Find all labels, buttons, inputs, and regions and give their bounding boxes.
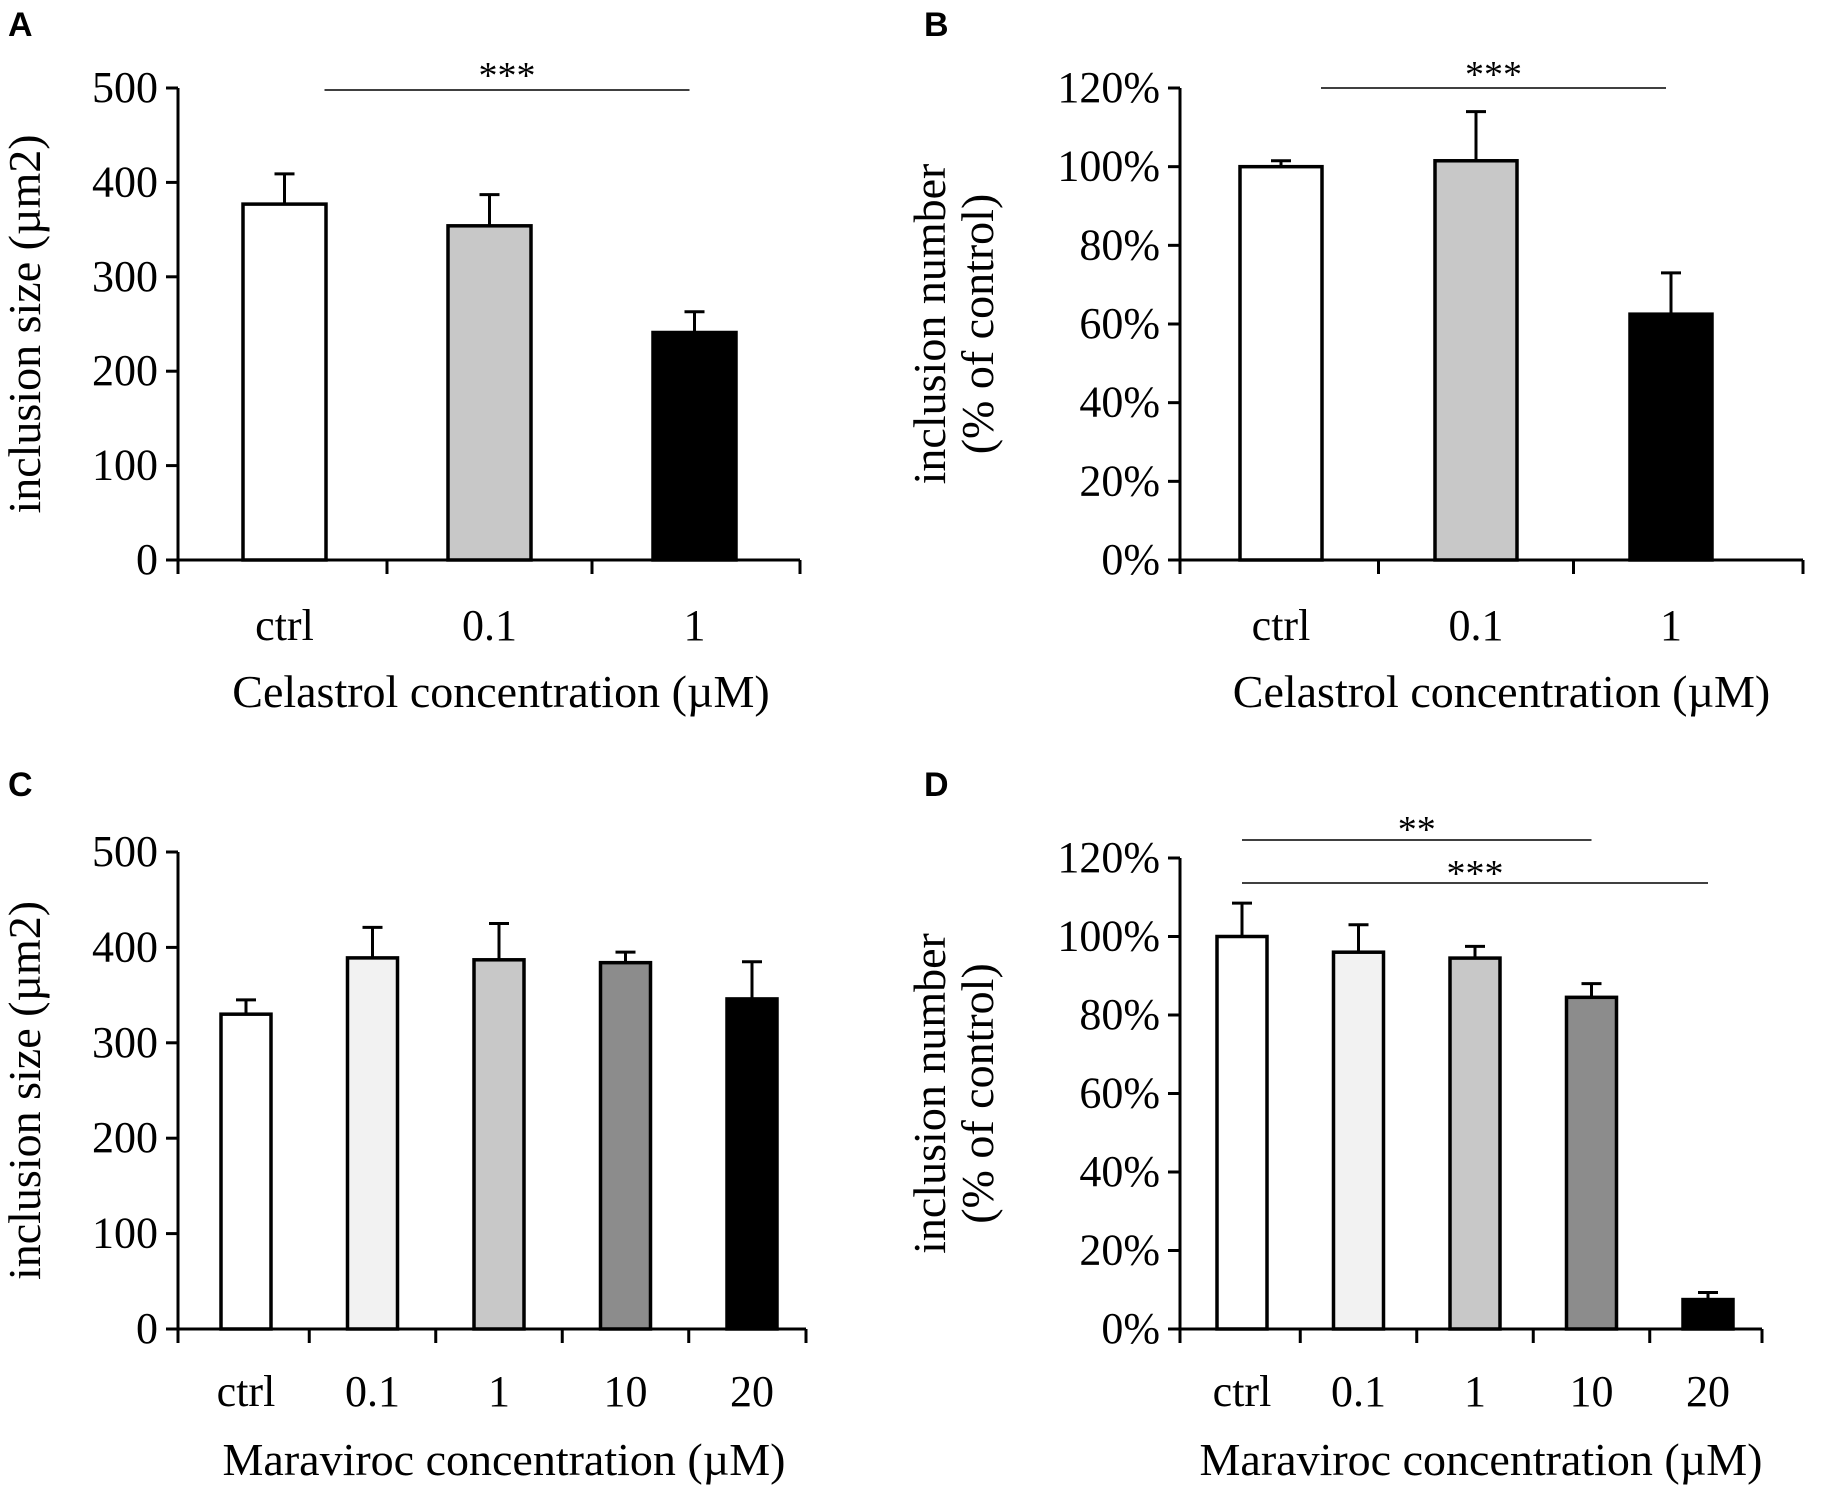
- y-axis-title: inclusion size (µm2): [0, 901, 50, 1280]
- x-tick-label: 1: [1660, 601, 1682, 650]
- y-tick-label: 0: [136, 535, 158, 584]
- bar-0_1: [446, 224, 533, 562]
- bar-ctrl: [1238, 164, 1324, 562]
- x-axis-title: Maraviroc concentration (µM): [1200, 1434, 1763, 1485]
- x-tick-label: 0.1: [1449, 601, 1504, 650]
- y-tick-label: 300: [92, 252, 158, 301]
- bar-0_1: [1331, 950, 1386, 1331]
- y-tick-label: 500: [92, 827, 158, 876]
- bar-20: [725, 997, 779, 1331]
- significance-stars: ***: [1447, 853, 1504, 895]
- x-tick-label: 10: [604, 1367, 648, 1416]
- y-tick-label: 300: [92, 1018, 158, 1067]
- bar-ctrl: [219, 1012, 273, 1331]
- x-tick-label: 20: [1686, 1367, 1730, 1416]
- x-tick-label: ctrl: [255, 601, 314, 650]
- y-tick-label: 60%: [1079, 1069, 1160, 1118]
- y-tick-label: 100: [92, 1209, 158, 1258]
- x-tick-label: 1: [1464, 1367, 1486, 1416]
- y-tick-label: 60%: [1079, 299, 1160, 348]
- y-tick-label: 100%: [1057, 142, 1160, 191]
- bar-ctrl: [241, 202, 328, 562]
- panel-d: D 0% 20% 40% 60% 80% 100% 120% ctrl 0.1 1 10 20 Marav…: [904, 766, 1764, 1485]
- x-tick-label: 1: [488, 1367, 510, 1416]
- panel-letter: B: [924, 6, 949, 44]
- x-tick-label: 20: [730, 1367, 774, 1416]
- bar-1: [651, 330, 738, 562]
- panel-letter: A: [8, 6, 33, 44]
- x-axis-title: Celastrol concentration (µM): [1233, 666, 1770, 717]
- y-tick-label: 20%: [1079, 1226, 1160, 1275]
- panel-b: B 0% 20% 40% 60% 80% 100% 120% ctrl 0.1 1 Celastrol…: [904, 6, 1805, 717]
- y-axis-title: inclusion size (µm2): [0, 134, 50, 513]
- y-tick-label: 40%: [1079, 378, 1160, 427]
- bar-10: [1564, 995, 1619, 1331]
- y-tick-label: 0%: [1101, 1304, 1160, 1353]
- y-tick-label: 0: [136, 1304, 158, 1353]
- x-tick-label: ctrl: [1213, 1367, 1272, 1416]
- x-tick-label: 1: [684, 601, 706, 650]
- y-tick-label: 120%: [1057, 833, 1160, 882]
- bar-0_1: [345, 956, 400, 1331]
- significance-stars: ***: [479, 55, 536, 97]
- y-tick-label: 200: [92, 346, 158, 395]
- x-tick-label: 10: [1570, 1367, 1614, 1416]
- x-axis-title: Celastrol concentration (µM): [232, 666, 769, 717]
- x-axis-title: Maraviroc concentration (µM): [223, 1434, 786, 1485]
- y-tick-label: 0%: [1101, 535, 1160, 584]
- panel-letter: C: [8, 766, 33, 804]
- y-axis-title: inclusion number: [904, 164, 955, 485]
- y-tick-label: 200: [92, 1113, 158, 1162]
- y-tick-label: 100: [92, 441, 158, 490]
- bar-20: [1681, 1297, 1735, 1331]
- significance-stars: ***: [1465, 54, 1522, 96]
- y-tick-label: 500: [92, 63, 158, 112]
- x-tick-label: ctrl: [217, 1367, 276, 1416]
- bar-1: [472, 958, 526, 1331]
- x-tick-label: 0.1: [462, 601, 517, 650]
- y-tick-label: 400: [92, 922, 158, 971]
- y-tick-label: 400: [92, 157, 158, 206]
- bar-ctrl: [1215, 934, 1269, 1331]
- y-tick-label: 20%: [1079, 456, 1160, 505]
- significance-stars: **: [1398, 809, 1436, 851]
- bar-1: [1628, 312, 1714, 562]
- y-axis-title: (% of control): [952, 194, 1003, 455]
- x-tick-label: 0.1: [1331, 1367, 1386, 1416]
- y-tick-label: 120%: [1057, 63, 1160, 112]
- y-tick-label: 80%: [1079, 220, 1160, 269]
- x-tick-label: 0.1: [345, 1367, 400, 1416]
- y-tick-label: 80%: [1079, 990, 1160, 1039]
- x-tick-label: ctrl: [1252, 601, 1311, 650]
- panel-a: A 0 100 200 300 400 500 ctrl 0.1 1 Celastrol conce…: [0, 6, 802, 717]
- y-tick-label: 100%: [1057, 912, 1160, 961]
- y-axis-title: inclusion number: [904, 933, 955, 1254]
- bar-10: [598, 960, 653, 1331]
- y-tick-label: 40%: [1079, 1147, 1160, 1196]
- bar-1: [1448, 956, 1502, 1331]
- y-axis-title: (% of control): [952, 963, 1003, 1224]
- panel-letter: D: [924, 766, 949, 804]
- bar-0_1: [1433, 159, 1519, 562]
- panel-c: C 0 100 200 300 400 500 ctrl 0.1 1 10 20 Maraviroc c…: [0, 766, 808, 1485]
